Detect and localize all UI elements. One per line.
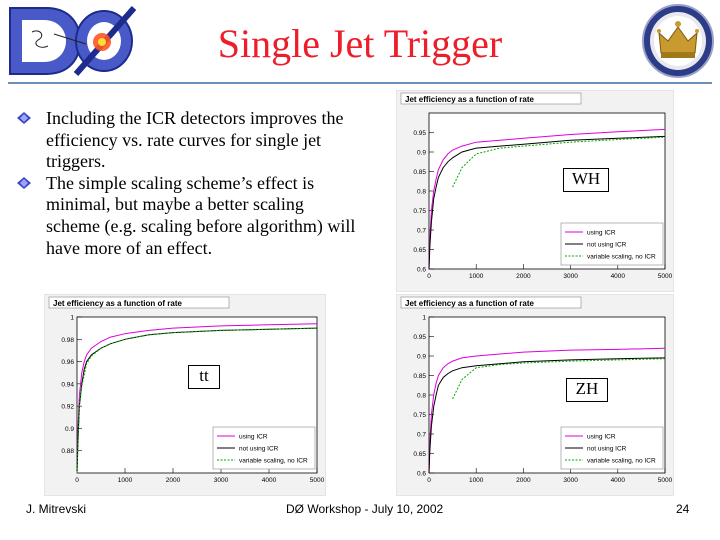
y-tick-label: 1: [422, 315, 426, 322]
x-tick-label: 0: [75, 477, 79, 484]
chart-annotation-tt: tt: [188, 365, 220, 389]
x-tick-label: 2000: [166, 477, 181, 484]
chart-title: Jet efficiency as a function of rate: [405, 95, 534, 104]
series-line-not-using-icr: [428, 357, 666, 474]
slide-title: Single Jet Trigger: [217, 21, 503, 66]
y-tick-label: 0.94: [61, 381, 74, 388]
chart-panel-wh: Jet efficiency as a function of rate 0.6 0…: [396, 90, 674, 292]
chart-title-box: [400, 296, 582, 309]
series-line-variable-scaling: [452, 136, 666, 188]
legend-label: using ICR: [587, 434, 616, 441]
series-line-variable-scaling: [452, 358, 666, 400]
y-tick-label: 0.85: [413, 373, 426, 380]
y-tick-label: 0.9: [65, 426, 74, 433]
x-tick-label: 3000: [563, 477, 578, 484]
y-tick-label: 0.8: [417, 189, 426, 196]
series-line-using-icr: [428, 128, 666, 270]
y-tick-label: 0.75: [413, 412, 426, 419]
legend-label: variable scaling, no ICR: [587, 458, 656, 465]
x-tick-label: 4000: [611, 273, 626, 280]
diamond-bullet-icon: [16, 108, 46, 173]
chart-panel-zh: Jet efficiency as a function of rate 0.6 0…: [396, 294, 674, 496]
footer-page-number: 24: [676, 502, 690, 516]
footer-author: J. Mitrevski: [26, 502, 86, 516]
x-tick-label: 1000: [469, 477, 484, 484]
x-tick-label: 3000: [214, 477, 229, 484]
x-tick-label: 4000: [262, 477, 277, 484]
y-tick-label: 0.9: [417, 150, 426, 157]
bullet-item: The simple scaling scheme’s effect is mi…: [16, 173, 361, 259]
legend-label: not using ICR: [239, 446, 279, 453]
x-tick-label: 0: [427, 273, 431, 280]
y-tick-label: 0.95: [413, 334, 426, 341]
bullet-text: The simple scaling scheme’s effect is mi…: [46, 172, 356, 258]
y-tick-label: 0.95: [413, 130, 426, 137]
y-tick-label: 0.6: [417, 267, 426, 274]
y-tick-label: 0.85: [413, 169, 426, 176]
x-tick-label: 2000: [516, 273, 531, 280]
series-line-not-using-icr: [428, 135, 666, 270]
chart-title: Jet efficiency as a function of rate: [405, 299, 534, 308]
x-tick-label: 2000: [516, 477, 531, 484]
x-tick-label: 4000: [611, 477, 626, 484]
d0-logo: [9, 6, 137, 76]
legend-label: not using ICR: [587, 446, 627, 453]
chart-annotation-zh: ZH: [566, 378, 608, 402]
legend-label: using ICR: [239, 434, 268, 441]
y-tick-label: 0.88: [61, 448, 74, 455]
x-tick-label: 5000: [310, 477, 325, 484]
y-tick-label: 1: [70, 315, 74, 322]
chart-zh: Jet efficiency as a function of rate0.60…: [400, 296, 673, 484]
crown-crest-icon: [642, 4, 714, 78]
y-tick-label: 0.92: [61, 404, 74, 411]
legend-label: variable scaling, no ICR: [587, 254, 656, 261]
y-tick-label: 0.7: [417, 228, 426, 235]
y-tick-label: 0.8: [417, 393, 426, 400]
diamond-bullet-icon: [16, 173, 46, 259]
x-tick-label: 5000: [658, 477, 673, 484]
x-tick-label: 0: [427, 477, 431, 484]
bullet-list: Including the ICR detectors improves the…: [16, 108, 361, 259]
chart-title-box: [48, 296, 230, 309]
x-tick-label: 5000: [658, 273, 673, 280]
series-line-using-icr: [76, 323, 318, 474]
bullet-text: Including the ICR detectors improves the…: [46, 108, 344, 172]
legend-label: variable scaling, no ICR: [239, 458, 308, 465]
y-tick-label: 0.65: [413, 451, 426, 458]
footer-event: DØ Workshop - July 10, 2002: [286, 502, 444, 516]
chart-panel-tt: Jet efficiency as a function of rate 0.88…: [44, 294, 326, 496]
legend-label: using ICR: [587, 230, 616, 237]
y-tick-label: 0.98: [61, 337, 74, 344]
x-tick-label: 3000: [563, 273, 578, 280]
y-tick-label: 0.7: [417, 432, 426, 439]
title-underline: [8, 82, 712, 84]
y-tick-label: 0.75: [413, 208, 426, 215]
series-line-variable-scaling: [76, 327, 318, 474]
x-tick-label: 1000: [469, 273, 484, 280]
bullet-item: Including the ICR detectors improves the…: [16, 108, 361, 173]
chart-tt: Jet efficiency as a function of rate 0.88…: [48, 296, 325, 484]
chart-title: Jet efficiency as a function of rate: [53, 299, 182, 308]
x-tick-label: 1000: [118, 477, 133, 484]
legend-label: not using ICR: [587, 242, 627, 249]
series-line-using-icr: [428, 347, 666, 474]
chart-wh: Jet efficiency as a function of rate0.60…: [400, 92, 673, 280]
y-tick-label: 0.96: [61, 359, 74, 366]
y-tick-label: 0.6: [417, 471, 426, 478]
chart-annotation-wh: WH: [563, 168, 609, 192]
y-tick-label: 0.65: [413, 247, 426, 254]
y-tick-label: 0.9: [417, 354, 426, 361]
chart-title-box: [400, 92, 582, 105]
